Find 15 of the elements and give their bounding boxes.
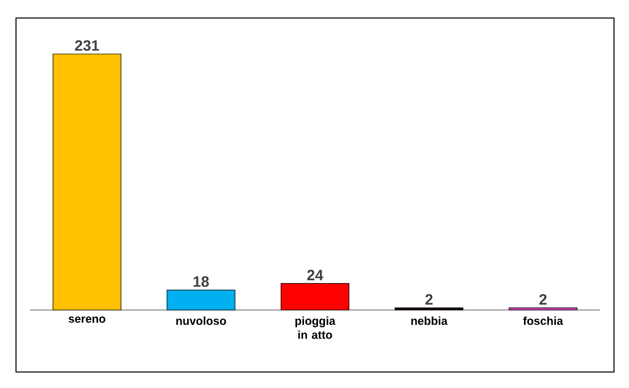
bar bbox=[52, 54, 122, 310]
bar bbox=[508, 307, 578, 310]
data-label: 2 bbox=[425, 294, 433, 305]
x-tick-label: nuvoloso bbox=[176, 316, 226, 325]
x-tick-label: sereno bbox=[68, 316, 106, 323]
data-label: 18 bbox=[194, 276, 209, 287]
data-label: 24 bbox=[307, 270, 324, 280]
x-tick-label: pioggia in atto bbox=[295, 316, 336, 339]
x-tick-label: nebbia bbox=[411, 316, 448, 325]
bar bbox=[166, 290, 236, 310]
x-tick-label: foschia bbox=[523, 316, 564, 325]
bar bbox=[280, 283, 350, 310]
bar bbox=[394, 307, 464, 310]
data-label: 231 bbox=[75, 40, 100, 51]
data-label: 2 bbox=[539, 294, 547, 305]
